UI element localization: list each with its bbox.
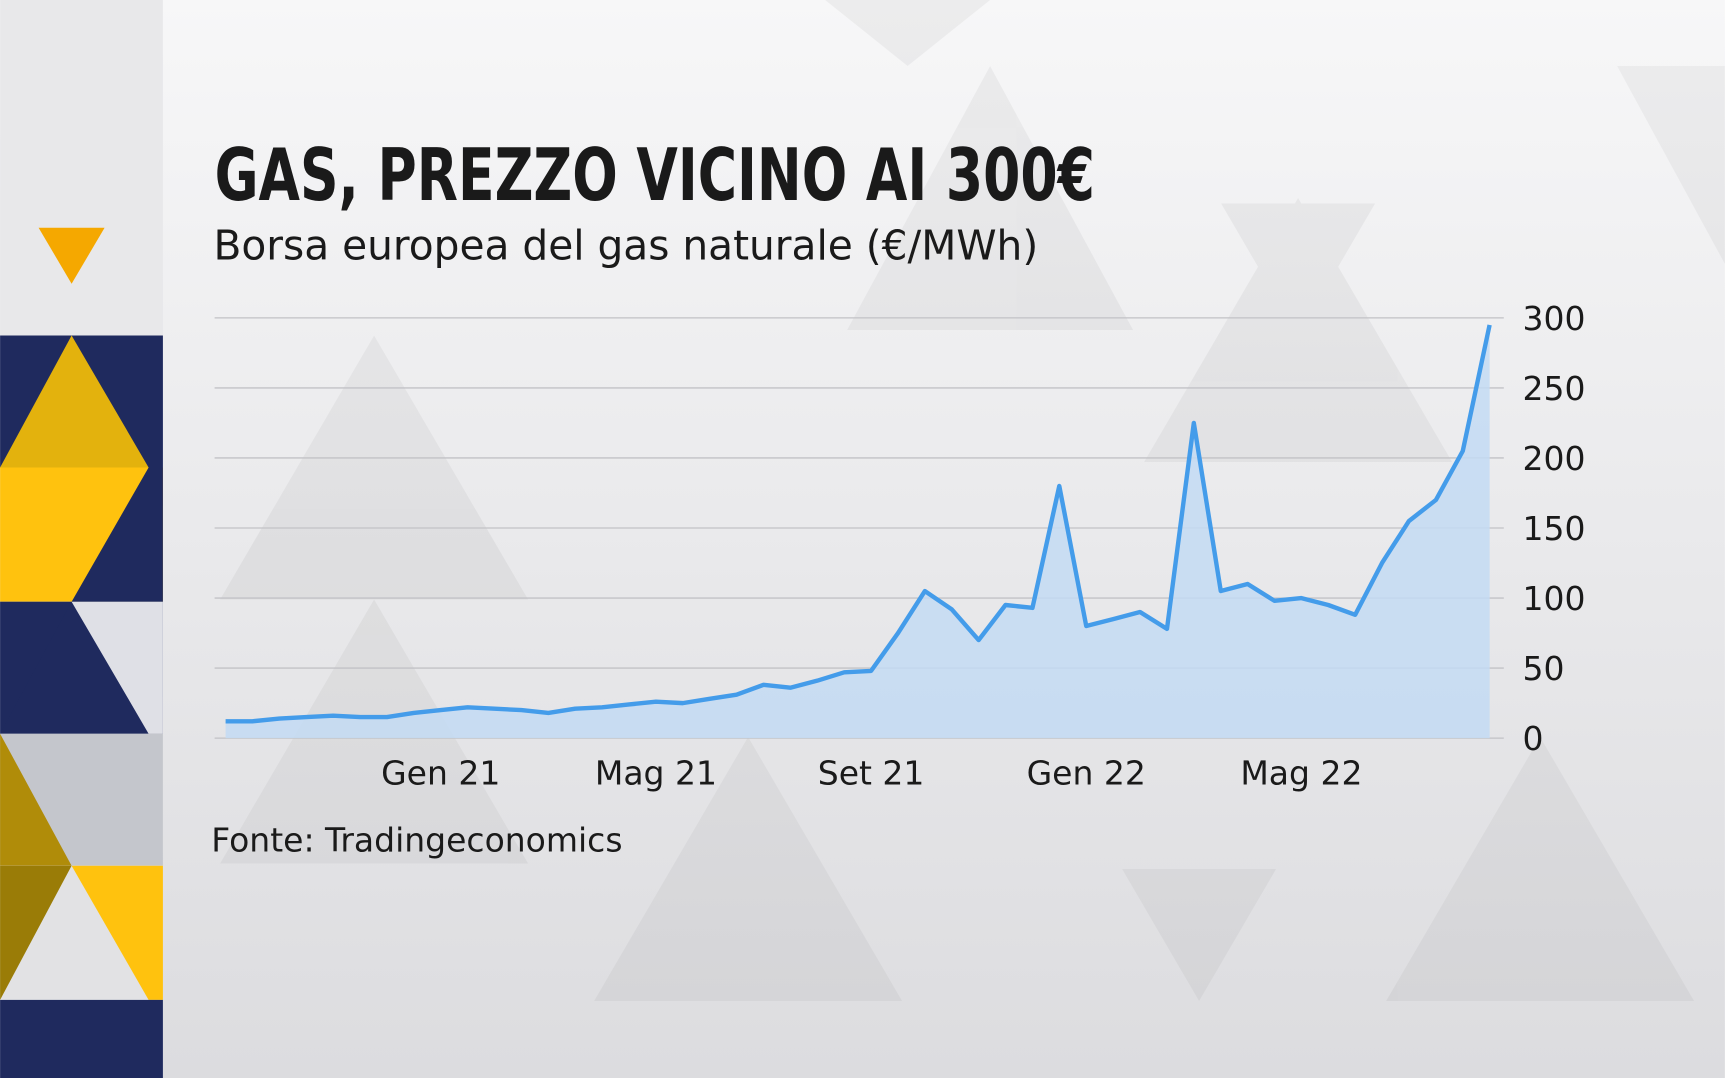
area bbox=[225, 324, 1490, 739]
x-tick-label: Set 21 bbox=[818, 753, 925, 792]
y-tick-label: 0 bbox=[1523, 719, 1544, 758]
y-tick-label: 250 bbox=[1523, 369, 1586, 408]
background-triangles bbox=[220, 0, 1725, 1001]
y-tick-label: 50 bbox=[1523, 649, 1565, 688]
side-decoration bbox=[0, 0, 163, 1078]
y-tick-label: 200 bbox=[1523, 439, 1586, 478]
line bbox=[225, 324, 1492, 724]
x-tick-label: Gen 21 bbox=[381, 753, 500, 792]
y-tick-label: 150 bbox=[1523, 509, 1586, 548]
chart-subtitle: Borsa europea del gas naturale (€/MWh) bbox=[214, 222, 1039, 270]
y-tick-label: 300 bbox=[1523, 299, 1586, 338]
x-tick-label: Mag 21 bbox=[595, 753, 717, 792]
chart-title: GAS, PREZZO VICINO AI 300€ bbox=[215, 132, 1095, 217]
source-note: Fonte: Tradingeconomics bbox=[211, 820, 622, 859]
y-tick-label: 100 bbox=[1523, 579, 1586, 618]
x-tick-label: Gen 22 bbox=[1027, 753, 1146, 792]
x-tick-label: Mag 22 bbox=[1240, 753, 1362, 792]
